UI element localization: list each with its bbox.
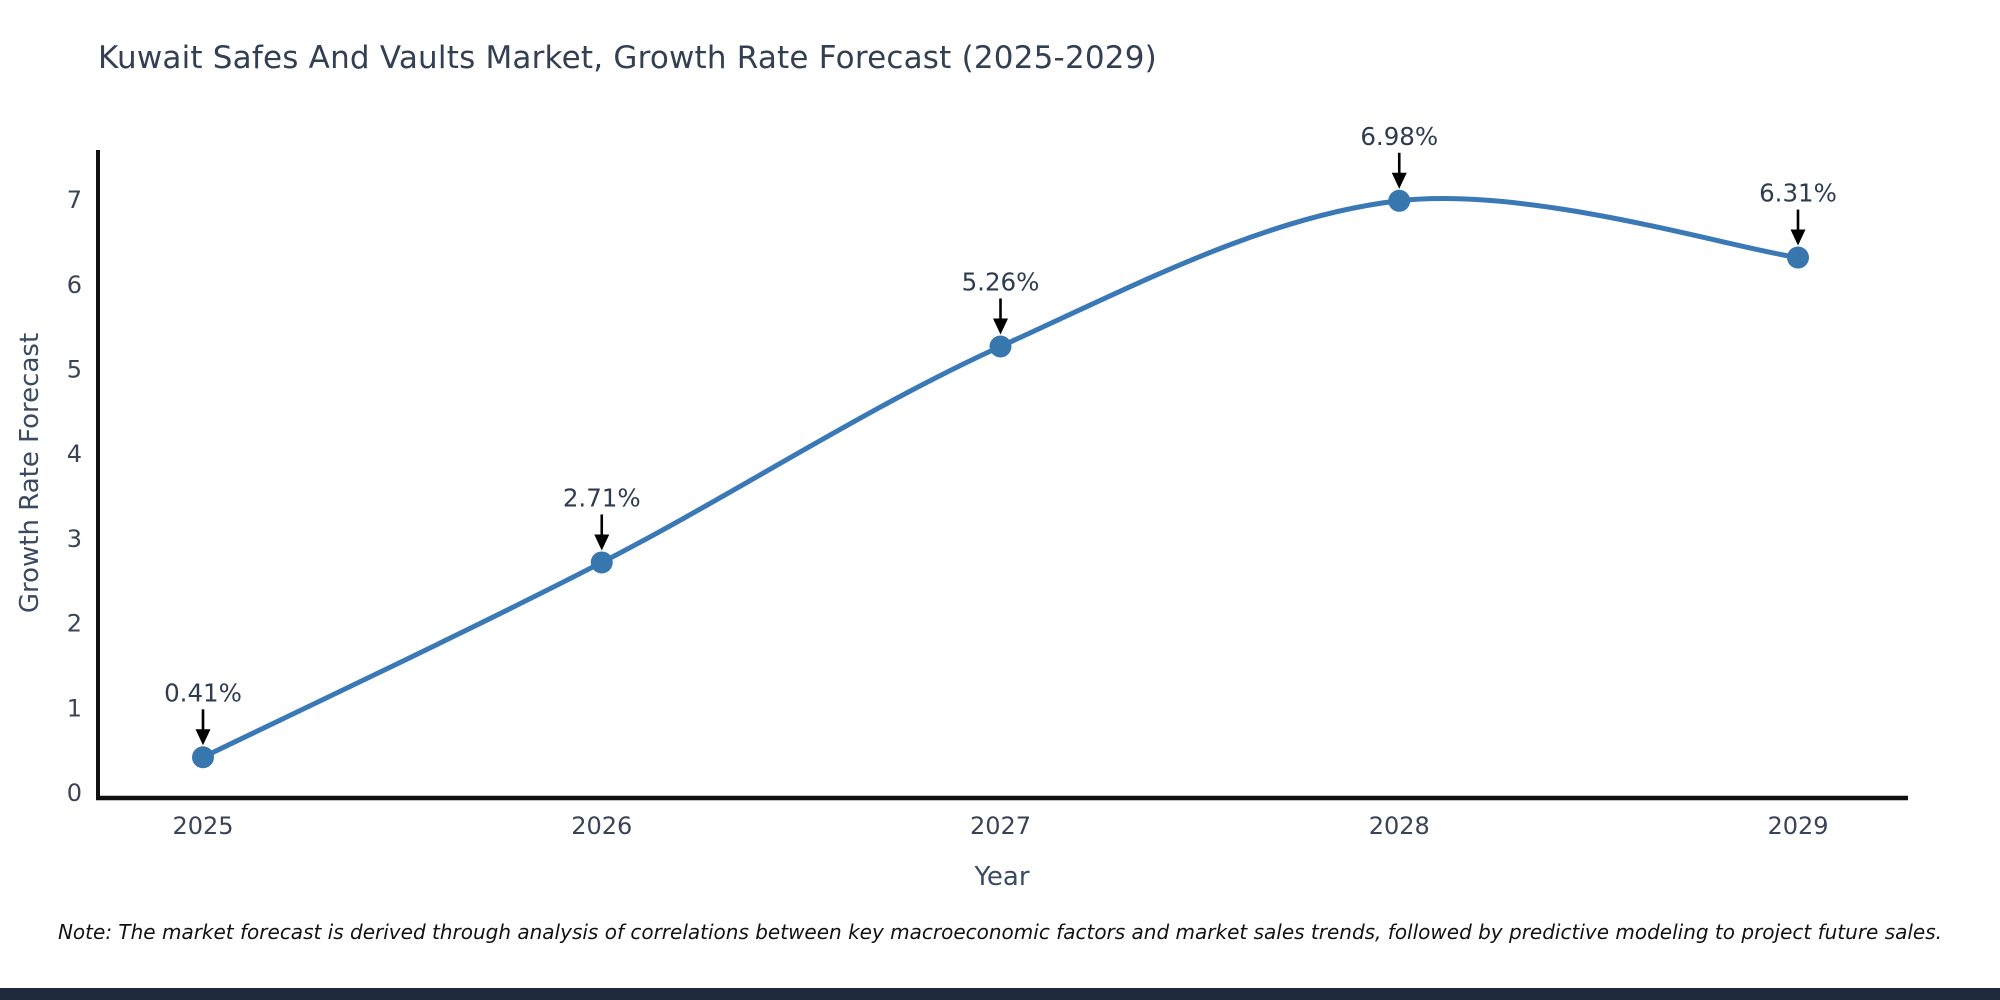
data-point-marker [192, 746, 214, 769]
annotation-arrowhead [594, 534, 610, 551]
annotation-arrowhead [195, 729, 211, 746]
data-point-marker [1787, 246, 1809, 269]
y-tick-label: 0 [67, 779, 82, 807]
y-tick-label: 3 [67, 525, 82, 553]
y-tick-label: 5 [67, 356, 82, 384]
data-point-marker [590, 551, 613, 574]
annotation-label: 2.71% [563, 483, 641, 512]
x-tick-label: 2029 [1767, 812, 1828, 840]
annotation-label: 6.98% [1360, 122, 1438, 151]
x-axis-title: Year [974, 862, 1030, 892]
data-point-marker [989, 335, 1012, 358]
x-tick-label: 2027 [970, 812, 1031, 840]
annotation-label: 0.41% [164, 678, 242, 707]
x-tick-label: 2026 [571, 812, 632, 840]
data-point-marker [1388, 189, 1411, 212]
annotation-arrowhead [1790, 229, 1806, 246]
annotation-arrowhead [1391, 172, 1407, 189]
y-tick-label: 4 [67, 440, 82, 468]
y-tick-label: 2 [67, 610, 82, 638]
annotation-arrowhead [993, 318, 1008, 335]
chart-note: Note: The market forecast is derived thr… [57, 920, 1943, 944]
y-tick-label: 7 [67, 186, 82, 214]
y-axis-title: Growth Rate Forecast [15, 332, 45, 614]
x-tick-label: 2028 [1369, 812, 1430, 840]
y-tick-label: 1 [67, 694, 82, 722]
chart-title: Kuwait Safes And Vaults Market, Growth R… [98, 40, 1157, 76]
annotation-label: 6.31% [1759, 179, 1837, 208]
y-tick-label: 6 [67, 271, 82, 299]
annotation-label: 5.26% [962, 267, 1040, 296]
x-tick-label: 2025 [172, 812, 233, 840]
bottom-bar [0, 988, 2000, 1000]
